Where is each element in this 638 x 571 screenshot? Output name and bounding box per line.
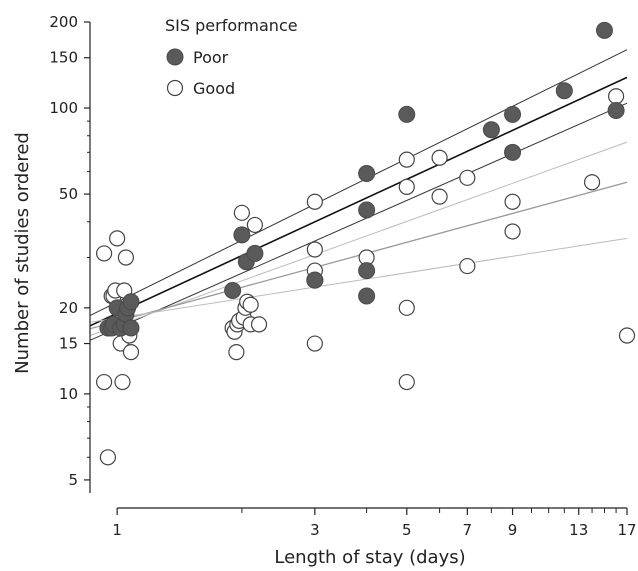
y-tick-label: 200: [49, 13, 78, 31]
y-tick-label: 15: [59, 335, 78, 353]
point-poor: [358, 165, 376, 183]
y-tick-label: 100: [49, 99, 78, 117]
y-axis-title: Number of studies ordered: [12, 132, 33, 374]
point-poor: [122, 319, 140, 337]
point-good: [306, 241, 323, 258]
point-good: [109, 230, 126, 247]
legend-marker-poor: [166, 48, 184, 66]
point-poor: [504, 105, 522, 123]
point-good: [95, 373, 113, 391]
point-good: [228, 344, 245, 361]
x-tick-label: 5: [402, 521, 412, 539]
point-poor: [224, 281, 242, 299]
fit-line-good-upper: [89, 141, 628, 337]
x-ticks: 1 3 5 7 9 13 17: [112, 508, 637, 539]
point-poor: [358, 262, 376, 280]
point-poor: [233, 226, 251, 244]
x-tick-label: 17: [617, 521, 636, 539]
x-tick-label: 13: [569, 521, 588, 539]
point-good: [504, 223, 521, 240]
point-good: [504, 193, 521, 210]
x-tick-label: 9: [508, 521, 518, 539]
point-good: [398, 373, 415, 391]
point-good: [618, 327, 636, 344]
point-poor: [555, 82, 573, 100]
point-good: [306, 335, 323, 352]
y-tick-label: 10: [59, 385, 78, 403]
point-good: [117, 249, 135, 266]
y-tick-label: 150: [49, 49, 78, 67]
point-good: [607, 88, 625, 105]
axes: [89, 22, 627, 509]
point-good: [431, 188, 448, 205]
point-poor: [482, 121, 500, 139]
point-good: [306, 193, 323, 210]
y-tick-label: 5: [68, 471, 78, 489]
x-tick-label: 7: [463, 521, 473, 539]
fit-lines: [89, 49, 628, 341]
point-good: [250, 316, 268, 333]
data-points: [95, 21, 636, 466]
fit-line-good-lower: [89, 237, 628, 323]
point-poor: [122, 293, 140, 311]
point-poor: [607, 102, 625, 120]
point-good: [233, 204, 250, 221]
point-good: [114, 373, 131, 391]
point-poor: [306, 271, 324, 289]
y-tick-label: 50: [59, 185, 78, 203]
legend-label-poor: Poor: [193, 48, 229, 67]
fit-line-poor-upper: [89, 49, 628, 316]
point-poor: [504, 143, 522, 161]
point-good: [431, 149, 448, 166]
x-tick-label: 1: [112, 521, 122, 539]
legend: SIS performance Poor Good: [165, 16, 298, 98]
point-poor: [358, 201, 376, 219]
point-poor: [595, 21, 613, 39]
legend-label-good: Good: [193, 79, 235, 98]
point-poor: [358, 287, 376, 305]
point-good: [242, 296, 259, 313]
legend-title: SIS performance: [165, 16, 298, 35]
x-axis-title: Length of stay (days): [274, 547, 465, 568]
point-good: [122, 344, 140, 361]
point-good: [398, 299, 415, 316]
point-good: [246, 216, 263, 234]
point-good: [398, 178, 415, 195]
fit-line-good-fit: [89, 181, 628, 330]
point-good: [99, 449, 117, 466]
fit-line-poor-lower: [89, 102, 628, 341]
point-good: [459, 257, 476, 275]
point-good: [398, 151, 415, 168]
y-ticks: 5 10 15 20 50 100 150 200: [49, 13, 90, 489]
legend-marker-good: [166, 79, 184, 97]
point-poor: [246, 244, 264, 262]
point-good: [583, 174, 601, 191]
point-poor: [398, 105, 416, 123]
x-tick-label: 3: [310, 521, 320, 539]
fit-line-poor-fit: [89, 76, 628, 327]
point-good: [95, 245, 113, 262]
y-tick-label: 20: [59, 299, 78, 317]
point-good: [459, 169, 476, 186]
